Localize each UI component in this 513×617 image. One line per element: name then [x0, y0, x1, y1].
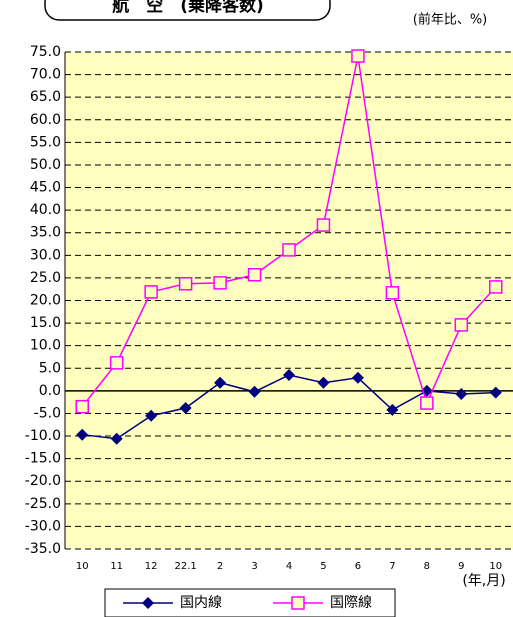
data-point: [420, 396, 434, 410]
y-tick-label: 0.0: [39, 383, 61, 399]
y-tick-label: 55.0: [30, 134, 61, 150]
legend-marker: [142, 597, 154, 609]
y-tick-label: 35.0: [30, 225, 61, 241]
y-tick-label: -25.0: [25, 496, 61, 512]
data-point: [213, 276, 227, 290]
x-tick-label: 10: [489, 561, 502, 572]
legend-marker: [291, 596, 305, 610]
x-tick-label: 12: [145, 561, 158, 572]
data-point: [317, 376, 330, 389]
x-axis-label: (年,月): [462, 573, 505, 589]
x-tick-label: 3: [251, 561, 257, 572]
data-point: [144, 285, 158, 299]
x-tick-label: 10: [76, 561, 89, 572]
y-tick-label: -5.0: [34, 405, 61, 421]
legend-label: 国際線: [330, 595, 372, 611]
data-point: [179, 402, 192, 415]
y-tick-label: 10.0: [30, 338, 61, 354]
unit-label: (前年比、%): [413, 12, 488, 28]
data-point: [489, 280, 503, 294]
x-tick-label: 11: [110, 561, 123, 572]
y-tick-label: 40.0: [30, 202, 61, 218]
data-point: [76, 428, 89, 441]
y-tick-label: 60.0: [30, 112, 61, 128]
y-tick-label: 15.0: [30, 315, 61, 331]
data-point: [385, 286, 400, 300]
x-tick-label: 9: [458, 561, 464, 572]
title-box: [44, 0, 331, 21]
y-tick-label: 70.0: [30, 67, 61, 83]
x-tick-label: 8: [424, 561, 430, 572]
y-tick-label: 65.0: [30, 89, 61, 105]
data-point: [247, 267, 262, 282]
y-tick-label: -35.0: [25, 541, 61, 557]
data-point: [455, 388, 468, 401]
y-tick-label: -20.0: [25, 473, 61, 489]
y-tick-label: -15.0: [25, 451, 61, 467]
y-tick-label: 45.0: [30, 180, 61, 196]
x-tick-label: 22.1: [174, 561, 196, 572]
y-tick-label: 20.0: [30, 293, 61, 309]
y-tick-label: 5.0: [39, 360, 61, 376]
y-tick-label: 50.0: [30, 157, 61, 173]
x-tick-label: 2: [217, 561, 223, 572]
data-point: [351, 49, 365, 63]
data-point: [145, 409, 158, 422]
data-point: [489, 386, 502, 399]
data-point: [248, 385, 261, 398]
y-tick-label: 75.0: [30, 44, 61, 60]
data-point: [351, 371, 364, 384]
y-tick-label: 25.0: [30, 270, 61, 286]
y-tick-label: 30.0: [30, 247, 61, 263]
y-tick-label: -30.0: [25, 518, 61, 534]
data-point: [214, 376, 227, 389]
data-point: [283, 369, 295, 382]
data-point: [282, 243, 296, 257]
data-point: [178, 277, 193, 291]
x-tick-label: 7: [389, 561, 395, 572]
data-point: [386, 403, 399, 416]
x-tick-label: 5: [320, 561, 326, 572]
data-point: [316, 218, 331, 232]
data-point: [110, 432, 123, 445]
y-tick-label: -10.0: [25, 428, 61, 444]
chart-title: 航 空 (乗降客数): [112, 0, 264, 16]
x-tick-label: 6: [355, 561, 361, 572]
data-point: [109, 356, 124, 370]
data-point: [454, 318, 469, 332]
legend-label: 国内線: [180, 595, 222, 611]
data-point: [75, 399, 89, 414]
x-tick-label: 4: [286, 561, 292, 572]
